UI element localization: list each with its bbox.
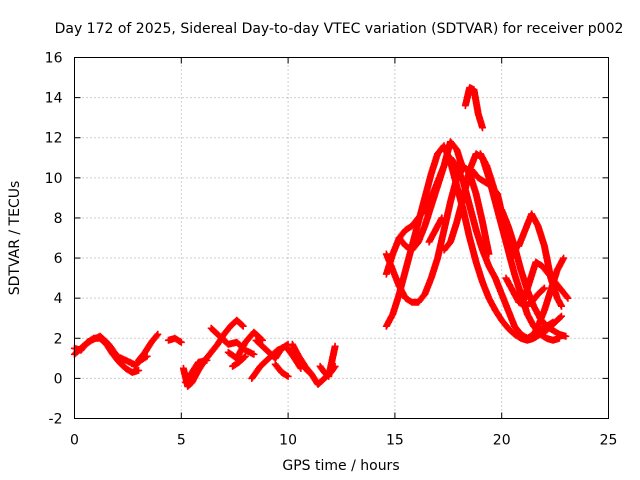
plot-frame (74, 57, 609, 419)
data-point-markers (461, 84, 486, 132)
y-tick-label: 4 (54, 291, 63, 307)
data-point-markers (130, 352, 151, 370)
y-tick-label: 12 (45, 131, 63, 147)
y-tick-label: 6 (54, 251, 63, 267)
x-tick-label: 15 (386, 433, 404, 449)
plot-marks (71, 84, 572, 390)
series-track-p (316, 342, 339, 380)
series-track-u (425, 214, 446, 246)
data-point-markers (502, 274, 548, 310)
x-tick-label: 0 (70, 433, 79, 449)
series-track-e (164, 334, 185, 346)
series-track-s (382, 162, 493, 306)
series-track-l (252, 336, 292, 362)
axis-ticks (74, 57, 609, 419)
y-tick-label: -2 (49, 412, 63, 428)
x-tick-label: 25 (600, 433, 618, 449)
data-point-markers (382, 162, 493, 306)
data-point-markers (252, 336, 292, 362)
series-track-g (182, 356, 211, 386)
series-track-ad (502, 274, 548, 310)
chart-title: Day 172 of 2025, Sidereal Day-to-day VTE… (55, 21, 624, 37)
series-track-w (461, 84, 486, 132)
series-track-t (395, 138, 467, 254)
series-track-ac (476, 150, 516, 262)
y-tick-label: 0 (54, 371, 63, 387)
data-point-markers (164, 334, 185, 346)
y-tick-label: 10 (45, 171, 63, 187)
data-point-markers (71, 332, 138, 368)
series-track-d (130, 352, 151, 370)
series-track-b (71, 332, 138, 368)
series-track-i (224, 328, 266, 362)
y-tick-label: 2 (54, 331, 63, 347)
series-track-j (229, 352, 249, 370)
data-point-markers (224, 328, 266, 362)
y-tick-labels: -2 0 2 4 6 8 10 12 14 16 (45, 51, 63, 428)
series-track-m (271, 360, 292, 380)
x-tick-label: 10 (279, 433, 297, 449)
data-point-markers (476, 150, 516, 262)
data-point-markers (182, 356, 211, 386)
data-point-markers (229, 352, 249, 370)
y-tick-label: 8 (54, 211, 63, 227)
x-tick-label: 20 (493, 433, 511, 449)
x-tick-labels: 0 5 10 15 20 25 (70, 433, 617, 449)
data-point-markers (528, 254, 568, 342)
data-point-markers (425, 214, 446, 246)
data-point-markers (271, 360, 292, 380)
x-axis-label: GPS time / hours (282, 458, 399, 474)
series-track-ab (528, 254, 568, 342)
y-tick-label: 16 (45, 51, 63, 67)
data-point-markers (395, 138, 467, 254)
data-point-markers (316, 342, 339, 380)
y-axis-label: SDTVAR / TECUs (7, 181, 23, 296)
x-tick-label: 5 (177, 433, 186, 449)
y-tick-label: 14 (45, 91, 63, 107)
grid (74, 57, 609, 419)
